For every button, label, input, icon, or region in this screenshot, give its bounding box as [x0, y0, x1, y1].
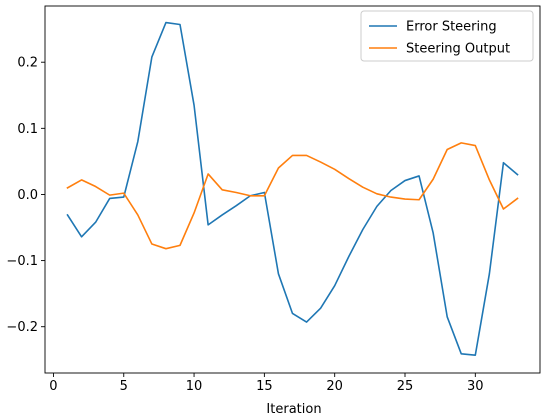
- y-tick-label: 0.0: [17, 188, 38, 203]
- x-tick-label: 5: [120, 379, 128, 394]
- x-tick-label: 0: [49, 379, 57, 394]
- series-line-steering-output: [66, 142, 519, 250]
- x-axis-label: Iteration: [266, 402, 321, 417]
- x-axis-ticks: 0 5 10 15 20 25 30: [49, 373, 484, 394]
- x-tick-label: 10: [186, 379, 203, 394]
- plot-area: [44, 5, 541, 374]
- x-tick-label: 30: [467, 379, 484, 394]
- x-tick-label: 20: [326, 379, 343, 394]
- legend-entry: Error Steering: [406, 20, 497, 35]
- y-tick-label: −0.1: [6, 254, 38, 269]
- x-tick-label: 15: [256, 379, 273, 394]
- legend-entry: Steering Output: [406, 42, 510, 57]
- x-tick-label: 25: [397, 379, 414, 394]
- y-tick-label: 0.2: [17, 56, 38, 71]
- y-tick-label: 0.1: [17, 122, 38, 137]
- axes-frame: [44, 5, 541, 374]
- y-axis-ticks: −0.2 −0.1 0.0 0.1 0.2: [6, 56, 45, 335]
- legend-box: [360, 10, 534, 62]
- y-tick-label: −0.2: [6, 320, 38, 335]
- series-line-error-steering: [66, 21, 519, 356]
- legend: Error Steering Steering Output: [360, 10, 534, 62]
